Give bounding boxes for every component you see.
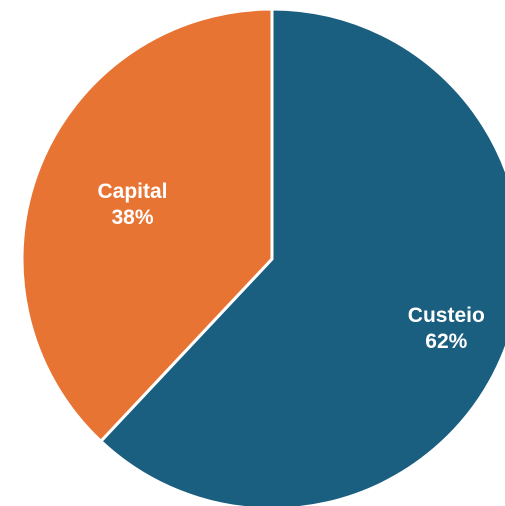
slice-value-custeio: 62%	[425, 330, 467, 353]
pie-slices	[20, 7, 505, 506]
slice-label-custeio: Custeio	[408, 304, 485, 327]
slice-label-capital: Capital	[97, 180, 167, 203]
slice-value-capital: 38%	[111, 206, 153, 229]
pie-slice-custeio	[99, 7, 505, 506]
pie-labels: Custeio 62% Capital 38%	[97, 180, 484, 353]
pie-slice-capital	[20, 7, 274, 443]
